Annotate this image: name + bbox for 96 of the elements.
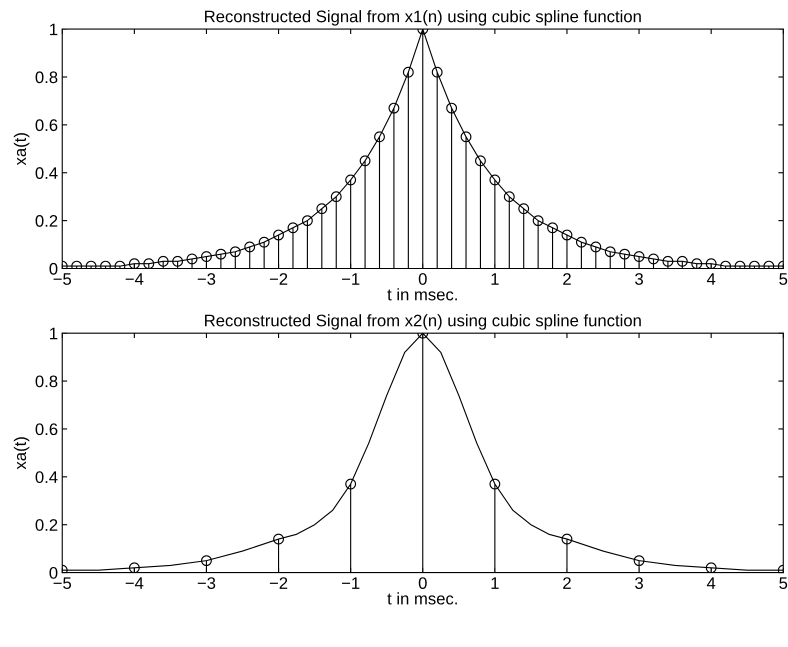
x-tick-label: 3 [635,577,643,590]
point [230,246,241,258]
x-tick-label: 5 [779,273,788,285]
point [86,260,97,269]
y-tick-label: 0.4 [36,167,58,179]
x-axis-title: t in msec. [387,288,457,300]
point [734,260,746,269]
y-tick-label: 0.6 [36,119,58,132]
x-tick-label: 1 [492,273,499,285]
point [316,203,328,214]
point [432,66,443,78]
x-tick-label: 2 [563,577,571,589]
point [446,102,458,114]
point [330,191,342,202]
x-tick-label: −3 [198,577,216,590]
point [172,256,184,267]
point [460,131,472,142]
point [562,534,572,544]
point [749,260,760,269]
point [619,248,630,260]
point [547,222,558,234]
point [128,562,140,573]
point [201,555,212,566]
point [258,236,270,248]
x-tick-label: 4 [706,577,716,589]
x-tick-label: −4 [126,577,144,589]
point [288,222,298,234]
point [576,236,587,248]
x-axis-title: t in msec. [387,592,457,605]
point [143,258,154,269]
point [763,260,774,269]
y-axis-title: xa(t) [14,133,30,166]
y-axis-title: xa(t) [14,437,30,470]
y-tick-label: 1 [50,328,58,340]
point [691,258,702,269]
x-tick-label: 3 [635,273,643,285]
point [662,256,674,267]
point [128,258,140,269]
x-tick-label: −5 [54,577,72,590]
point [706,258,717,269]
x-tick-label: 0 [418,273,427,285]
point [634,251,644,262]
x-tick-label: −5 [54,273,72,285]
y-tick-label: 0.6 [36,423,58,436]
x-tick-label: −2 [270,577,288,589]
x-tick-label: 1 [492,577,499,589]
point [604,246,616,258]
point [100,260,111,269]
point [273,230,284,240]
y-tick-label: 0.2 [36,519,58,531]
point [518,203,530,214]
point [374,131,385,142]
x-tick-label: 4 [706,273,716,285]
point [215,248,226,260]
point [706,562,717,573]
point [158,256,169,267]
point [504,191,515,202]
x-tick-label: −3 [198,273,216,285]
chart-title: Reconstructed Signal from x1(n) using cubic spline function [205,10,641,26]
point [489,478,500,490]
point [114,260,126,269]
point [71,260,82,269]
point [345,174,356,186]
point [562,230,572,240]
point [273,534,284,544]
point [302,215,313,226]
point [720,260,732,269]
point [648,254,659,264]
x-tick-label: −1 [342,273,360,285]
point [590,242,602,252]
point [360,155,370,166]
x-tick-label: 5 [779,577,788,590]
x-tick-label: −4 [126,273,144,285]
point [532,215,544,226]
x-tick-label: 2 [563,273,571,285]
y-tick-label: 0.4 [36,471,58,484]
y-tick-label: 0 [49,566,58,579]
y-tick-label: 0.8 [36,375,58,388]
point [186,254,198,264]
y-tick-label: 1 [50,24,58,36]
point [634,555,644,566]
point [402,66,414,78]
y-tick-label: 0 [49,262,58,275]
point [244,242,256,252]
y-tick-label: 0.8 [36,71,58,84]
x-tick-label: −2 [270,273,288,285]
point [388,102,400,114]
y-tick-label: 0.2 [36,215,58,227]
point [676,256,688,267]
x-tick-label: 0 [418,577,427,590]
point [489,174,500,186]
chart-title: Reconstructed Signal from x2(n) using cubic spline function [205,314,641,330]
x-tick-label: −1 [342,577,360,589]
point [345,478,356,490]
point [201,251,212,262]
point [475,155,486,166]
